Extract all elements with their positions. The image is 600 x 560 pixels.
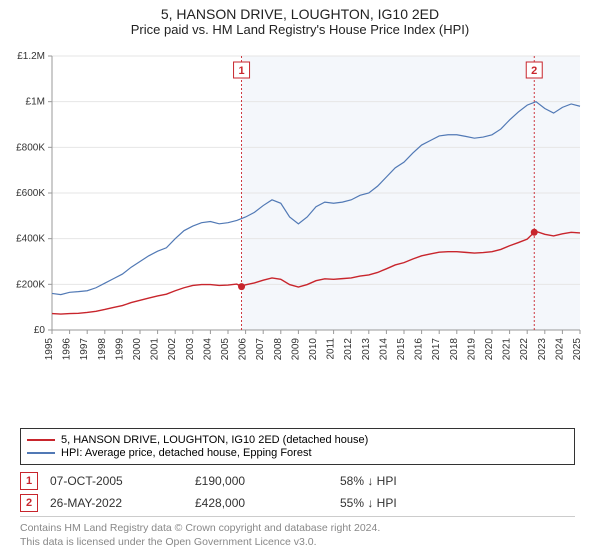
svg-text:£1M: £1M [26,97,45,108]
svg-text:1997: 1997 [79,338,90,361]
svg-text:2013: 2013 [361,338,372,361]
svg-text:2002: 2002 [167,338,178,361]
svg-text:2015: 2015 [396,338,407,361]
svg-text:2011: 2011 [326,338,337,360]
sale-date: 07-OCT-2005 [50,474,195,488]
svg-text:2001: 2001 [150,338,161,361]
svg-text:£800K: £800K [16,142,45,153]
sale-date: 26-MAY-2022 [50,496,195,510]
svg-text:£400K: £400K [16,234,45,245]
svg-text:2003: 2003 [185,338,196,361]
svg-text:2005: 2005 [220,338,231,361]
svg-text:2007: 2007 [255,338,266,361]
svg-text:1998: 1998 [97,338,108,361]
svg-text:2010: 2010 [308,338,319,361]
svg-text:2014: 2014 [378,338,389,361]
legend-item: 5, HANSON DRIVE, LOUGHTON, IG10 2ED (det… [27,434,568,446]
footer: Contains HM Land Registry data © Crown c… [20,516,575,549]
svg-text:2016: 2016 [414,338,425,361]
table-row: 2 26-MAY-2022 £428,000 55% ↓ HPI [20,494,575,512]
svg-text:£1.2M: £1.2M [17,51,45,62]
sale-marker-icon: 2 [20,494,38,512]
page-title: 5, HANSON DRIVE, LOUGHTON, IG10 2ED [0,0,600,22]
svg-text:2018: 2018 [449,338,460,361]
legend-label: HPI: Average price, detached house, Eppi… [61,447,312,459]
sale-price: £190,000 [195,474,340,488]
svg-text:2025: 2025 [572,338,583,361]
legend-item: HPI: Average price, detached house, Eppi… [27,447,568,459]
svg-text:2023: 2023 [537,338,548,361]
svg-text:2019: 2019 [466,338,477,361]
table-row: 1 07-OCT-2005 £190,000 58% ↓ HPI [20,472,575,490]
legend: 5, HANSON DRIVE, LOUGHTON, IG10 2ED (det… [20,428,575,465]
footer-line: Contains HM Land Registry data © Crown c… [20,521,575,535]
svg-text:2004: 2004 [202,338,213,361]
svg-text:1999: 1999 [114,338,125,361]
page-subtitle: Price paid vs. HM Land Registry's House … [0,22,600,41]
svg-text:2000: 2000 [132,338,143,361]
sales-table: 1 07-OCT-2005 £190,000 58% ↓ HPI 2 26-MA… [20,468,575,516]
svg-text:2020: 2020 [484,338,495,361]
footer-line: This data is licensed under the Open Gov… [20,535,575,549]
sale-price: £428,000 [195,496,340,510]
legend-label: 5, HANSON DRIVE, LOUGHTON, IG10 2ED (det… [61,434,368,446]
svg-text:1996: 1996 [62,338,73,361]
svg-text:£0: £0 [34,325,46,336]
svg-text:2: 2 [531,65,537,77]
svg-text:1995: 1995 [44,338,55,361]
legend-swatch [27,439,55,441]
svg-text:1: 1 [238,65,244,77]
svg-text:2022: 2022 [519,338,530,361]
svg-text:£200K: £200K [16,279,45,290]
price-chart: £0 £200K £400K £600K £800K £1M £1.2M 1995 1996 19… [0,50,600,390]
svg-text:2017: 2017 [431,338,442,361]
svg-text:2008: 2008 [273,338,284,361]
legend-swatch [27,452,55,454]
svg-text:£600K: £600K [16,188,45,199]
sale-delta: 58% ↓ HPI [340,474,485,488]
svg-text:2024: 2024 [554,338,565,361]
sale-delta: 55% ↓ HPI [340,496,485,510]
svg-text:2021: 2021 [502,338,513,361]
svg-text:2009: 2009 [290,338,301,361]
sale-marker-icon: 1 [20,472,38,490]
svg-text:2012: 2012 [343,338,354,361]
svg-text:2006: 2006 [238,338,249,361]
